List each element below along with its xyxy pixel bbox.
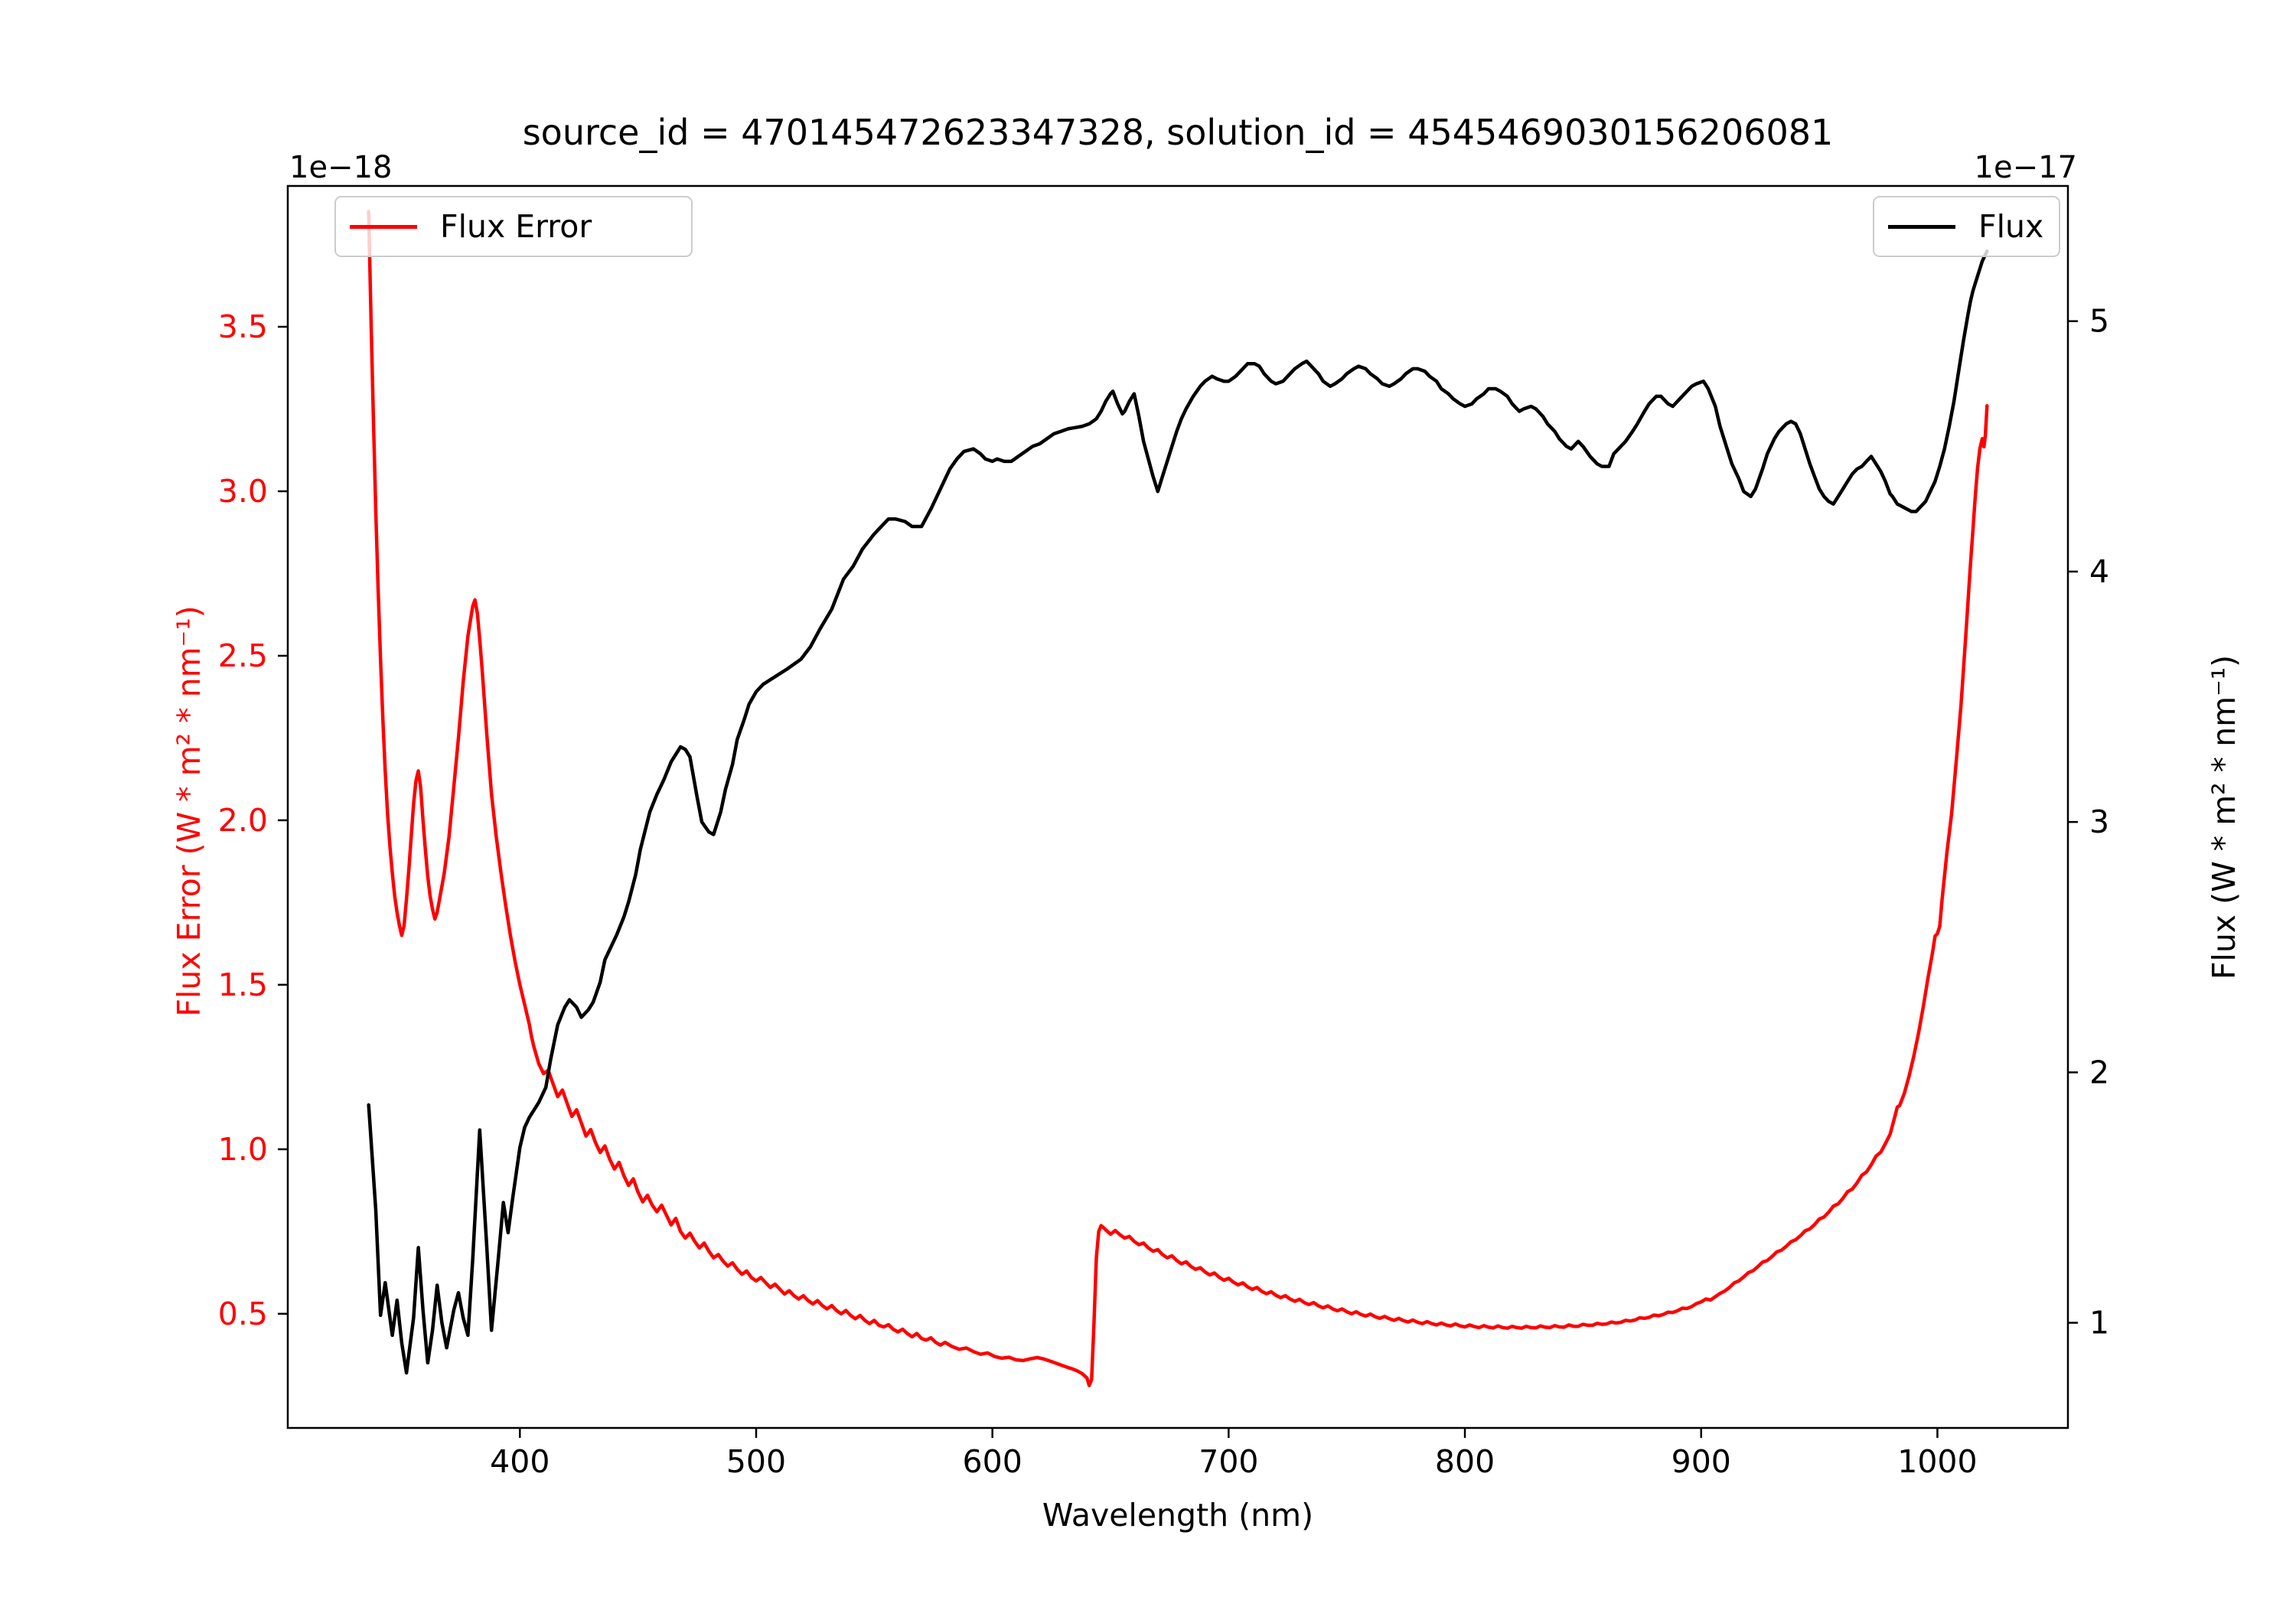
y-tick-label-left: 0.5: [218, 1296, 268, 1332]
y-tick-label-right: 5: [2089, 303, 2109, 340]
y-tick-label-right: 2: [2089, 1054, 2109, 1090]
x-axis-label: Wavelength (nm): [1042, 1497, 1314, 1534]
y-tick-label-right: 4: [2089, 553, 2109, 590]
left-axis-offset-text: 1e−18: [289, 150, 393, 185]
flux-error-line-sample: [350, 224, 417, 229]
y-tick-label-left: 1.5: [218, 966, 268, 1003]
legend-flux: Flux: [1873, 196, 2060, 257]
x-tick-label: 700: [1199, 1443, 1258, 1480]
right-axis-offset-text: 1e−17: [1974, 150, 2077, 185]
legend-flux-label: Flux: [1978, 208, 2044, 245]
x-tick-label: 400: [490, 1443, 550, 1480]
y-tick-label-left: 2.0: [218, 802, 268, 839]
y-tick-label-left: 3.5: [218, 308, 268, 345]
x-tick-label: 900: [1671, 1443, 1731, 1480]
left-axis-label: Flux Error (W * m² * nm⁻¹): [171, 605, 207, 1017]
x-tick-label: 800: [1435, 1443, 1495, 1480]
y-tick-label-right: 1: [2089, 1305, 2109, 1341]
x-tick-label: 1000: [1897, 1443, 1977, 1480]
series-flux: [367, 249, 1989, 1375]
y-tick-label-left: 1.0: [218, 1131, 268, 1168]
x-tick-label: 500: [726, 1443, 786, 1480]
y-tick-label-left: 3.0: [218, 473, 268, 510]
x-tick-label: 600: [963, 1443, 1022, 1480]
flux-line-sample: [1888, 224, 1955, 229]
legend-flux-error: Flux Error: [334, 196, 693, 257]
axes-frame: [286, 184, 2069, 1429]
series-flux-error: [367, 210, 1989, 1387]
y-tick-label-right: 3: [2089, 804, 2109, 840]
y-tick-label-left: 2.5: [218, 637, 268, 674]
legend-flux-error-label: Flux Error: [440, 208, 592, 245]
right-axis-label: Flux (W * m² * nm⁻¹): [2206, 654, 2242, 980]
plot-title: source_id = 470145472623347328, solution…: [522, 112, 1834, 153]
